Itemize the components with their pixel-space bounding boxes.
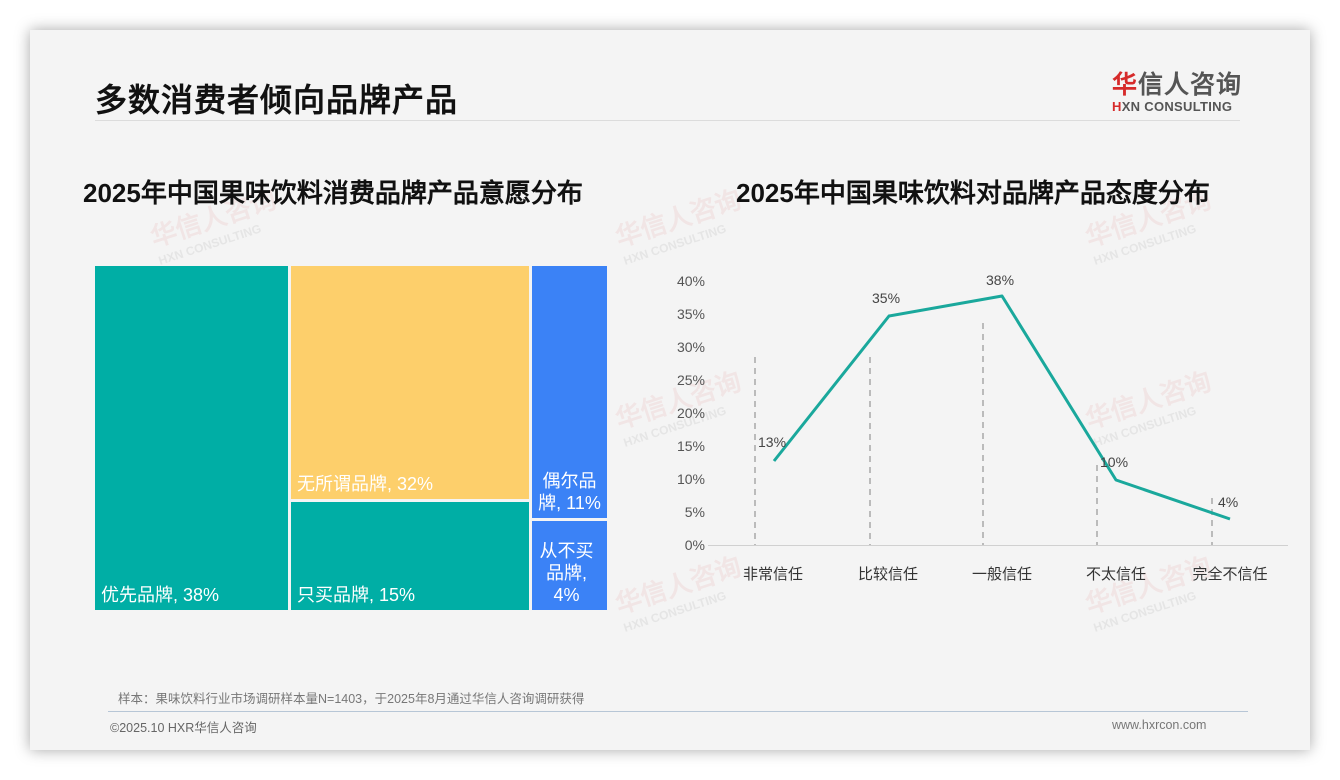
title-divider: [95, 120, 1240, 121]
data-label: 35%: [872, 290, 901, 306]
data-label: 13%: [758, 434, 787, 450]
x-tick: 比较信任: [857, 566, 918, 583]
y-tick: 25%: [676, 372, 705, 388]
copyright: ©2025.10 HXR华信人咨询: [110, 721, 257, 735]
logo-en: HXN CONSULTING: [1112, 99, 1233, 114]
y-tick: 15%: [676, 438, 705, 454]
x-tick: 不太信任: [1085, 566, 1146, 583]
treemap-title: 2025年中国果味饮料消费品牌产品意愿分布: [83, 178, 583, 208]
x-tick: 非常信任: [742, 566, 803, 583]
y-tick: 10%: [676, 471, 705, 487]
y-tick: 0%: [684, 537, 705, 553]
data-label: 10%: [1100, 454, 1129, 470]
treemap-tile-never: 从不买 品牌, 4%: [532, 521, 607, 610]
treemap-tile-occasional: 偶尔品 牌, 11%: [532, 266, 607, 518]
y-tick: 40%: [676, 273, 705, 289]
line-chart: 0% 5% 10% 15% 20% 25% 30% 35% 40% 13% 35…: [650, 260, 1310, 600]
y-tick: 5%: [684, 504, 705, 520]
footer-divider: [108, 711, 1248, 712]
logo-cn: 华信人咨询: [1112, 71, 1243, 99]
line-chart-title: 2025年中国果味饮料对品牌产品态度分布: [736, 178, 1210, 208]
treemap-chart: 优先品牌, 38% 无所谓品牌, 32% 只买品牌, 15% 偶尔品 牌, 11…: [95, 266, 607, 610]
y-tick: 20%: [676, 405, 705, 421]
y-tick: 35%: [676, 306, 705, 322]
sample-note: 样本：果味饮料行业市场调研样本量N=1403，于2025年8月通过华信人咨询调研…: [118, 692, 585, 706]
y-tick: 30%: [676, 339, 705, 355]
x-tick: 一般信任: [971, 566, 1032, 583]
website-link[interactable]: www.hxrcon.com: [1112, 718, 1207, 732]
x-tick: 完全不信任: [1192, 566, 1268, 583]
data-label: 38%: [986, 272, 1015, 288]
treemap-tile-only: 只买品牌, 15%: [291, 502, 529, 610]
watermark: 华信人咨询 HXN CONSULTING: [611, 183, 745, 268]
data-label: 4%: [1218, 494, 1239, 510]
line-plot: [708, 294, 1288, 546]
company-logo: 华信人咨询 HXN CONSULTING: [1112, 65, 1252, 114]
treemap-tile-prefer: 优先品牌, 38%: [95, 266, 288, 610]
slide: 多数消费者倾向品牌产品 华信人咨询 HXN CONSULTING 华信人咨询 HX…: [30, 30, 1310, 750]
page-title: 多数消费者倾向品牌产品: [95, 82, 459, 118]
treemap-tile-indifferent: 无所谓品牌, 32%: [291, 266, 529, 499]
